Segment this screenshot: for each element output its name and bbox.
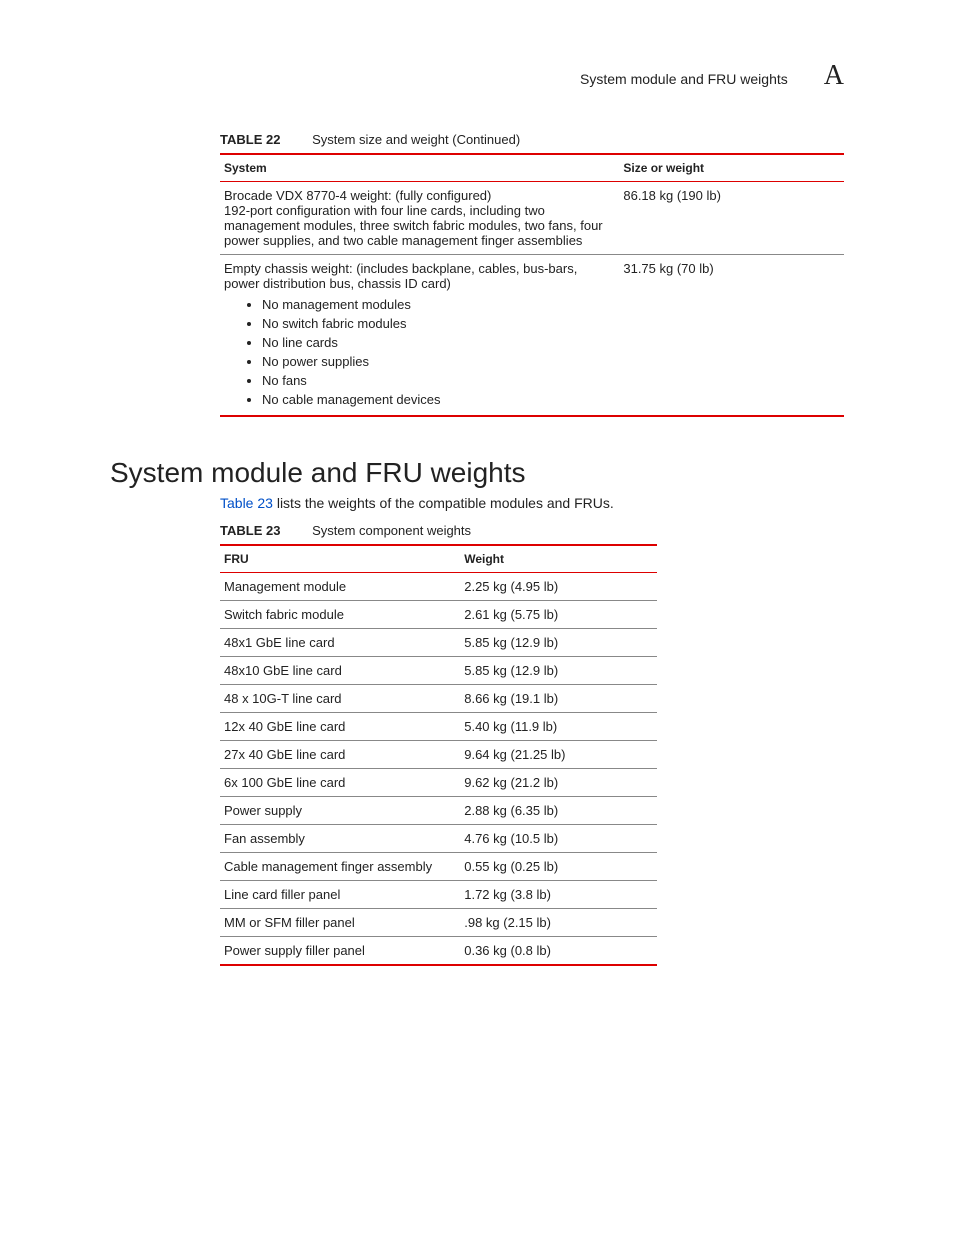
cell-weight: 9.62 kg (21.2 lb)	[460, 769, 657, 797]
cell-weight: 9.64 kg (21.25 lb)	[460, 741, 657, 769]
page-header-title: System module and FRU weights	[580, 71, 788, 87]
cell-fru: 27x 40 GbE line card	[220, 741, 460, 769]
table-row: 48 x 10G-T line card8.66 kg (19.1 lb)	[220, 685, 657, 713]
cell-fru: Fan assembly	[220, 825, 460, 853]
table-row: Power supply2.88 kg (6.35 lb)	[220, 797, 657, 825]
table-row: Management module2.25 kg (4.95 lb)	[220, 573, 657, 601]
cell-fru: Cable management finger assembly	[220, 853, 460, 881]
cell-fru: Power supply	[220, 797, 460, 825]
table-row: Switch fabric module2.61 kg (5.75 lb)	[220, 601, 657, 629]
bullet: No fans	[262, 371, 615, 390]
cell-system: Empty chassis weight: (includes backplan…	[220, 255, 619, 417]
page-header-letter: A	[824, 60, 844, 92]
cell-weight: 4.76 kg (10.5 lb)	[460, 825, 657, 853]
cell-fru: Management module	[220, 573, 460, 601]
table-row: 48x1 GbE line card5.85 kg (12.9 lb)	[220, 629, 657, 657]
table-row: Fan assembly4.76 kg (10.5 lb)	[220, 825, 657, 853]
table22-number: TABLE 22	[220, 132, 280, 147]
table22-col-value: Size or weight	[619, 154, 844, 182]
cell-weight: 5.85 kg (12.9 lb)	[460, 657, 657, 685]
table22-caption: TABLE 22 System size and weight (Continu…	[220, 132, 844, 147]
table23-col-fru: FRU	[220, 545, 460, 573]
cell-weight: 0.36 kg (0.8 lb)	[460, 937, 657, 966]
cell-weight: 2.61 kg (5.75 lb)	[460, 601, 657, 629]
cell-system: Brocade VDX 8770-4 weight: (fully config…	[220, 182, 619, 255]
cell-fru: Power supply filler panel	[220, 937, 460, 966]
bullet: No power supplies	[262, 352, 615, 371]
cell-weight: 5.40 kg (11.9 lb)	[460, 713, 657, 741]
cell-weight: 8.66 kg (19.1 lb)	[460, 685, 657, 713]
cell-weight: 5.85 kg (12.9 lb)	[460, 629, 657, 657]
table22-col-system: System	[220, 154, 619, 182]
cell-fru: 6x 100 GbE line card	[220, 769, 460, 797]
cell-fru: 48x10 GbE line card	[220, 657, 460, 685]
table-row: Brocade VDX 8770-4 weight: (fully config…	[220, 182, 844, 255]
table-row: 48x10 GbE line card5.85 kg (12.9 lb)	[220, 657, 657, 685]
table23-caption: TABLE 23 System component weights	[220, 523, 844, 538]
cell-value: 86.18 kg (190 lb)	[619, 182, 844, 255]
table-row: 6x 100 GbE line card9.62 kg (21.2 lb)	[220, 769, 657, 797]
table22-title: System size and weight (Continued)	[312, 132, 520, 147]
section-heading: System module and FRU weights	[110, 457, 844, 489]
table23-number: TABLE 23	[220, 523, 280, 538]
table22: System Size or weight Brocade VDX 8770-4…	[220, 153, 844, 417]
cell-weight: 0.55 kg (0.25 lb)	[460, 853, 657, 881]
table-row: 27x 40 GbE line card9.64 kg (21.25 lb)	[220, 741, 657, 769]
table-row: 12x 40 GbE line card5.40 kg (11.9 lb)	[220, 713, 657, 741]
page-header: System module and FRU weights A	[110, 60, 844, 92]
table-row: MM or SFM filler panel.98 kg (2.15 lb)	[220, 909, 657, 937]
cell-fru: Switch fabric module	[220, 601, 460, 629]
table23-col-weight: Weight	[460, 545, 657, 573]
cell-fru: 48x1 GbE line card	[220, 629, 460, 657]
bullet: No cable management devices	[262, 390, 615, 409]
table23: FRU Weight Management module2.25 kg (4.9…	[220, 544, 657, 966]
cell-fru: 48 x 10G-T line card	[220, 685, 460, 713]
table-row: Empty chassis weight: (includes backplan…	[220, 255, 844, 417]
cell-weight: 2.88 kg (6.35 lb)	[460, 797, 657, 825]
bullet: No switch fabric modules	[262, 314, 615, 333]
table-row: Cable management finger assembly0.55 kg …	[220, 853, 657, 881]
cell-fru: Line card filler panel	[220, 881, 460, 909]
table-row: Power supply filler panel0.36 kg (0.8 lb…	[220, 937, 657, 966]
table23-title: System component weights	[312, 523, 471, 538]
cell-weight: .98 kg (2.15 lb)	[460, 909, 657, 937]
cell-weight: 2.25 kg (4.95 lb)	[460, 573, 657, 601]
bullet: No line cards	[262, 333, 615, 352]
section-lead-rest: lists the weights of the compatible modu…	[273, 495, 614, 511]
bullet: No management modules	[262, 295, 615, 314]
section-lead: Table 23 lists the weights of the compat…	[220, 495, 844, 511]
table-row: Line card filler panel1.72 kg (3.8 lb)	[220, 881, 657, 909]
table23-xref[interactable]: Table 23	[220, 495, 273, 511]
cell-value: 31.75 kg (70 lb)	[619, 255, 844, 417]
cell-fru: MM or SFM filler panel	[220, 909, 460, 937]
cell-fru: 12x 40 GbE line card	[220, 713, 460, 741]
cell-weight: 1.72 kg (3.8 lb)	[460, 881, 657, 909]
